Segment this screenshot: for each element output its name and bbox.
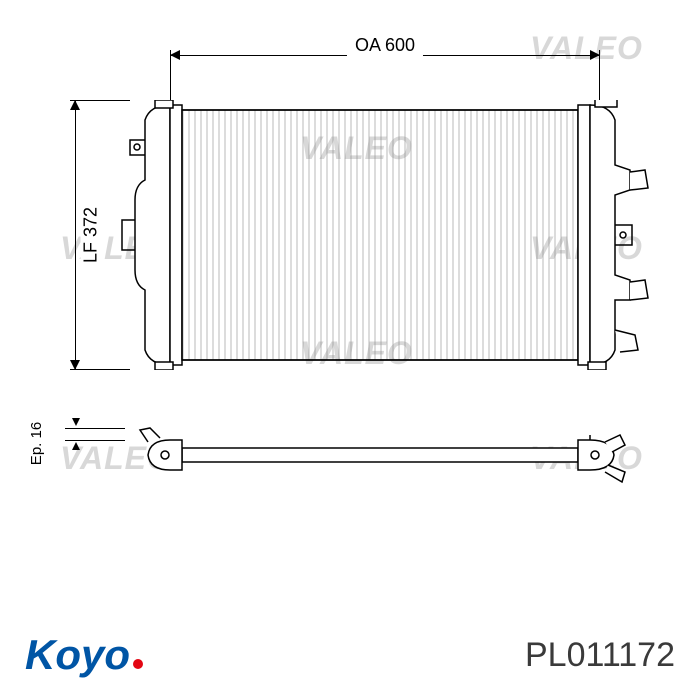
brand-logo-dot-icon	[133, 659, 143, 669]
brand-logo-text: Koyo	[25, 631, 130, 679]
dimension-thickness: Ep. 16	[30, 410, 90, 470]
radiator-front-view	[120, 100, 650, 370]
dimension-width: OA 600	[170, 40, 600, 70]
dimension-width-label: OA 600	[347, 35, 423, 56]
dimension-thickness-label: Ep. 16	[28, 422, 45, 465]
footer-bar: Koyo PL011172	[0, 610, 700, 700]
dimension-height-label: LF 372	[81, 199, 102, 271]
part-number: PL011172	[525, 636, 675, 675]
dimension-height: LF 372	[60, 100, 90, 370]
technical-diagram: OA 600 LF 372 Ep. 16	[20, 20, 680, 540]
radiator-top-view	[120, 420, 650, 490]
brand-logo: Koyo	[25, 631, 143, 679]
